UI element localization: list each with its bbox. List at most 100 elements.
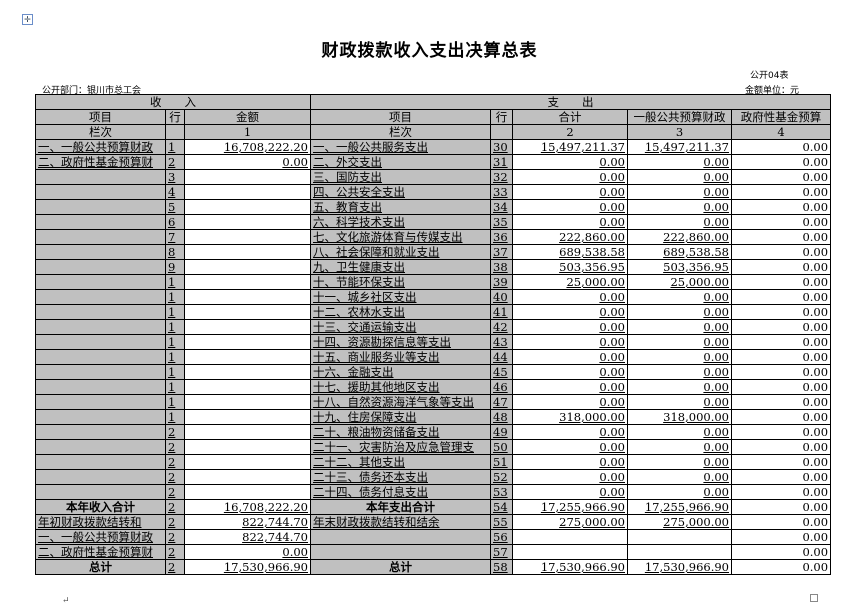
expense-general-budget-cell: 0.00 (627, 199, 732, 215)
expense-line-cell: 31 (490, 154, 513, 170)
expense-line-cell: 37 (490, 244, 513, 260)
expense-fund-budget-cell: 0.00 (730, 529, 832, 545)
income-line-cell: 1 (165, 409, 185, 425)
expense-line-cell: 50 (490, 439, 513, 455)
expense-general-budget-cell (627, 544, 732, 560)
expense-total-cell: 17,530,966.90 (512, 559, 628, 575)
income-item-cell (35, 424, 166, 440)
expense-item-cell: 五、教育支出 (310, 199, 491, 215)
income-line-cell: 2 (165, 499, 185, 515)
expense-item-cell (310, 529, 491, 545)
expense-total-cell: 0.00 (512, 424, 628, 440)
table-number: 公开04表 (750, 71, 789, 81)
income-header: 收 入 (35, 94, 311, 110)
expense-item-cell: 十三、交通运输支出 (310, 319, 491, 335)
income-item-cell (35, 379, 166, 395)
expense-line-cell: 56 (490, 529, 513, 545)
expense-item-cell: 十九、住房保障支出 (310, 409, 491, 425)
expense-total-cell: 0.00 (512, 214, 628, 230)
income-item-cell (35, 169, 166, 185)
expense-total-cell: 0.00 (512, 199, 628, 215)
expense-line-cell: 52 (490, 469, 513, 485)
fiscal-summary-table: 收 入 支 出 项目 行 金额 项目 行 合计 一般公共预算财政 政府性基金预算… (35, 94, 832, 575)
table-move-handle-icon[interactable]: ✛ (22, 14, 33, 25)
income-item-cell (35, 304, 166, 320)
expense-general-budget-cell: 0.00 (627, 349, 732, 365)
income-amount-cell: 822,744.70 (184, 529, 311, 545)
income-amount-cell (184, 259, 311, 275)
income-amount-cell: 16,708,222.20 (184, 499, 311, 515)
table-row: 一、一般公共预算财政 2 822,744.70 56 0.00 (35, 529, 832, 545)
income-line-cell: 2 (165, 514, 185, 530)
resize-handle[interactable] (810, 594, 818, 602)
income-amount-cell (184, 274, 311, 290)
income-line-cell: 1 (165, 334, 185, 350)
income-item-cell (35, 409, 166, 425)
income-amount-cell (184, 379, 311, 395)
expense-total-cell: 275,000.00 (512, 514, 628, 530)
expense-general-budget-cell: 0.00 (627, 184, 732, 200)
expense-line-cell: 57 (490, 544, 513, 560)
expense-line-cell: 43 (490, 334, 513, 350)
expense-total-cell: 222,860.00 (512, 229, 628, 245)
expense-item-cell: 二十四、债务付息支出 (310, 484, 491, 500)
expense-general-budget-cell: 0.00 (627, 364, 732, 380)
expense-total-cell: 17,255,966.90 (512, 499, 628, 515)
table-row: 1 十七、援助其他地区支出 46 0.00 0.00 0.00 (35, 379, 832, 395)
expense-general-budget-cell: 0.00 (627, 169, 732, 185)
expense-general-budget-cell: 0.00 (627, 214, 732, 230)
expense-general-budget-cell: 0.00 (627, 439, 732, 455)
expense-total-cell: 0.00 (512, 379, 628, 395)
expense-line-cell: 55 (490, 514, 513, 530)
income-line-cell: 2 (165, 469, 185, 485)
income-amount-cell (184, 349, 311, 365)
income-item-cell: 总计 (35, 559, 166, 575)
income-line-cell: 2 (165, 559, 185, 575)
expense-total-cell: 0.00 (512, 349, 628, 365)
expense-item-cell: 四、公共安全支出 (310, 184, 491, 200)
table-row: 5 五、教育支出 34 0.00 0.00 0.00 (35, 199, 832, 215)
income-line-cell: 5 (165, 199, 185, 215)
expense-fund-budget-cell: 0.00 (730, 484, 832, 500)
expense-fund-budget-cell: 0.00 (730, 169, 832, 185)
income-item-cell (35, 214, 166, 230)
expense-general-budget-cell: 17,530,966.90 (627, 559, 732, 575)
expense-total-cell: 0.00 (512, 439, 628, 455)
expense-general-budget-cell: 0.00 (627, 394, 732, 410)
income-item-cell (35, 334, 166, 350)
expense-total-cell: 0.00 (512, 289, 628, 305)
expense-fund-budget-cell: 0.00 (730, 394, 832, 410)
expense-fund-budget-cell: 0.00 (730, 304, 832, 320)
expense-line-header: 行 (490, 109, 513, 125)
table-row: 1 十八、自然资源海洋气象等支出 47 0.00 0.00 0.00 (35, 394, 832, 410)
table-row: 6 六、科学技术支出 35 0.00 0.00 0.00 (35, 214, 832, 230)
income-item-cell (35, 394, 166, 410)
table-row: 总计 2 17,530,966.90 总计 58 17,530,966.90 17,530,… (35, 559, 832, 575)
income-line-cell: 2 (165, 154, 185, 170)
expense-fund-budget-cell: 0.00 (730, 544, 832, 560)
income-item-cell (35, 244, 166, 260)
amount-header: 金额 (184, 109, 311, 125)
column-index-2: 2 (512, 124, 628, 140)
income-amount-cell (184, 229, 311, 245)
table-row: 2 二十三、债务还本支出 52 0.00 0.00 0.00 (35, 469, 832, 485)
expense-line-cell: 45 (490, 364, 513, 380)
income-amount-cell (184, 334, 311, 350)
expense-total-cell: 0.00 (512, 469, 628, 485)
expense-general-budget-cell: 0.00 (627, 154, 732, 170)
expense-line-cell: 54 (490, 499, 513, 515)
income-item-cell (35, 289, 166, 305)
table-row: 1 十五、商业服务业等支出 44 0.00 0.00 0.00 (35, 349, 832, 365)
page-title: 财政拨款收入支出决算总表 (321, 41, 538, 61)
expense-item-cell: 一、一般公共服务支出 (310, 139, 491, 155)
expense-total-cell: 0.00 (512, 394, 628, 410)
table-row: 8 八、社会保障和就业支出 37 689,538.58 689,538.58 0.00 (35, 244, 832, 260)
department-label: 公开部门：银川市总工会 (42, 86, 142, 96)
expense-fund-budget-cell: 0.00 (730, 499, 832, 515)
expense-general-budget-cell: 0.00 (627, 454, 732, 470)
expense-general-budget-cell: 0.00 (627, 424, 732, 440)
empty-cell (165, 124, 185, 140)
expense-line-cell: 38 (490, 259, 513, 275)
expense-total-cell: 0.00 (512, 304, 628, 320)
expense-fund-budget-cell: 0.00 (730, 139, 832, 155)
